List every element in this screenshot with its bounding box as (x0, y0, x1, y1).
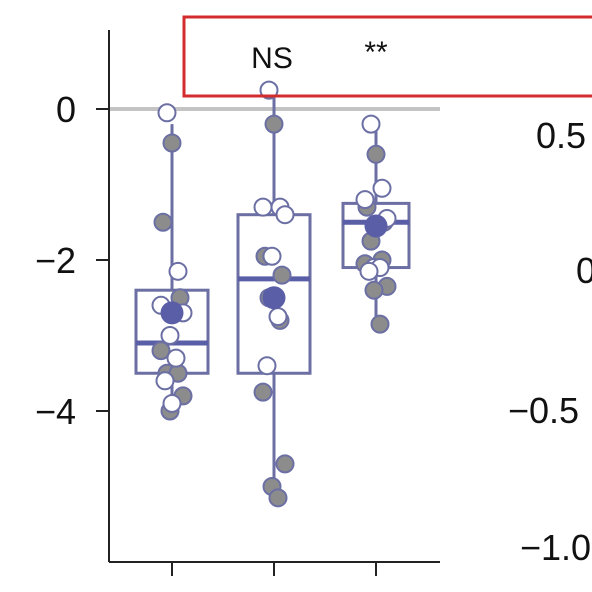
data-point-open (162, 393, 182, 413)
right-axis-tick-label: 0 (576, 250, 592, 291)
data-point-open (257, 356, 277, 376)
data-point-filled (366, 144, 386, 164)
data-point-filled (268, 488, 288, 508)
right-axis-tick-label: −0.5 (508, 390, 579, 431)
mean-marker (364, 214, 388, 238)
box-group (236, 90, 312, 495)
data-point-open (361, 114, 381, 134)
y-axis-tick-label: 0 (56, 89, 76, 130)
data-point-open (359, 261, 379, 281)
data-point-open (275, 205, 295, 225)
data-point-open (155, 371, 175, 391)
data-point-filled (275, 454, 295, 474)
data-point-open (268, 307, 288, 327)
mean-marker (262, 286, 286, 310)
data-point-filled (370, 314, 390, 334)
y-axis-ticks: 0 −2 −4 (35, 89, 109, 432)
data-point-open (168, 261, 188, 281)
data-point-open (355, 190, 375, 210)
data-points (151, 80, 397, 508)
data-point-open (166, 348, 186, 368)
significance-label-ns: NS (251, 42, 293, 75)
data-point-open (372, 178, 392, 198)
y-axis-tick-label: −2 (35, 240, 76, 281)
right-axis-tick-label: 0.5 (536, 115, 586, 156)
significance-label-double-star: ** (364, 36, 388, 69)
x-axis-ticks (171, 562, 377, 576)
data-point-open (157, 103, 177, 123)
box-iqr (236, 213, 312, 375)
y-axis-tick-label: −4 (35, 391, 76, 432)
data-point-filled (272, 265, 292, 285)
data-point-filled (153, 212, 173, 232)
significance-highlight-box (182, 15, 592, 98)
data-point-filled (364, 280, 384, 300)
data-point-open (262, 246, 282, 266)
data-point-open (160, 326, 180, 345)
data-point-filled (253, 382, 273, 402)
data-point-open (259, 80, 279, 100)
data-point-filled (264, 114, 284, 134)
right-axis-tick-label: −1.0 (520, 527, 591, 568)
data-point-filled (151, 341, 171, 361)
data-point-open (253, 197, 273, 217)
data-point-filled (162, 133, 182, 153)
mean-marker (160, 301, 184, 325)
